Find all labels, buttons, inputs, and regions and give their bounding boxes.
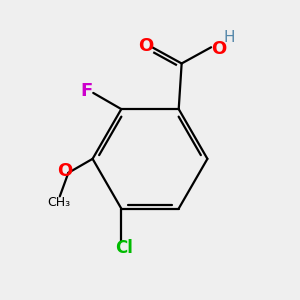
Text: H: H: [224, 30, 236, 45]
Text: Cl: Cl: [115, 239, 133, 257]
Text: O: O: [138, 37, 153, 55]
Text: O: O: [57, 162, 73, 180]
Text: O: O: [211, 40, 226, 58]
Text: F: F: [81, 82, 93, 100]
Text: CH₃: CH₃: [47, 196, 70, 209]
